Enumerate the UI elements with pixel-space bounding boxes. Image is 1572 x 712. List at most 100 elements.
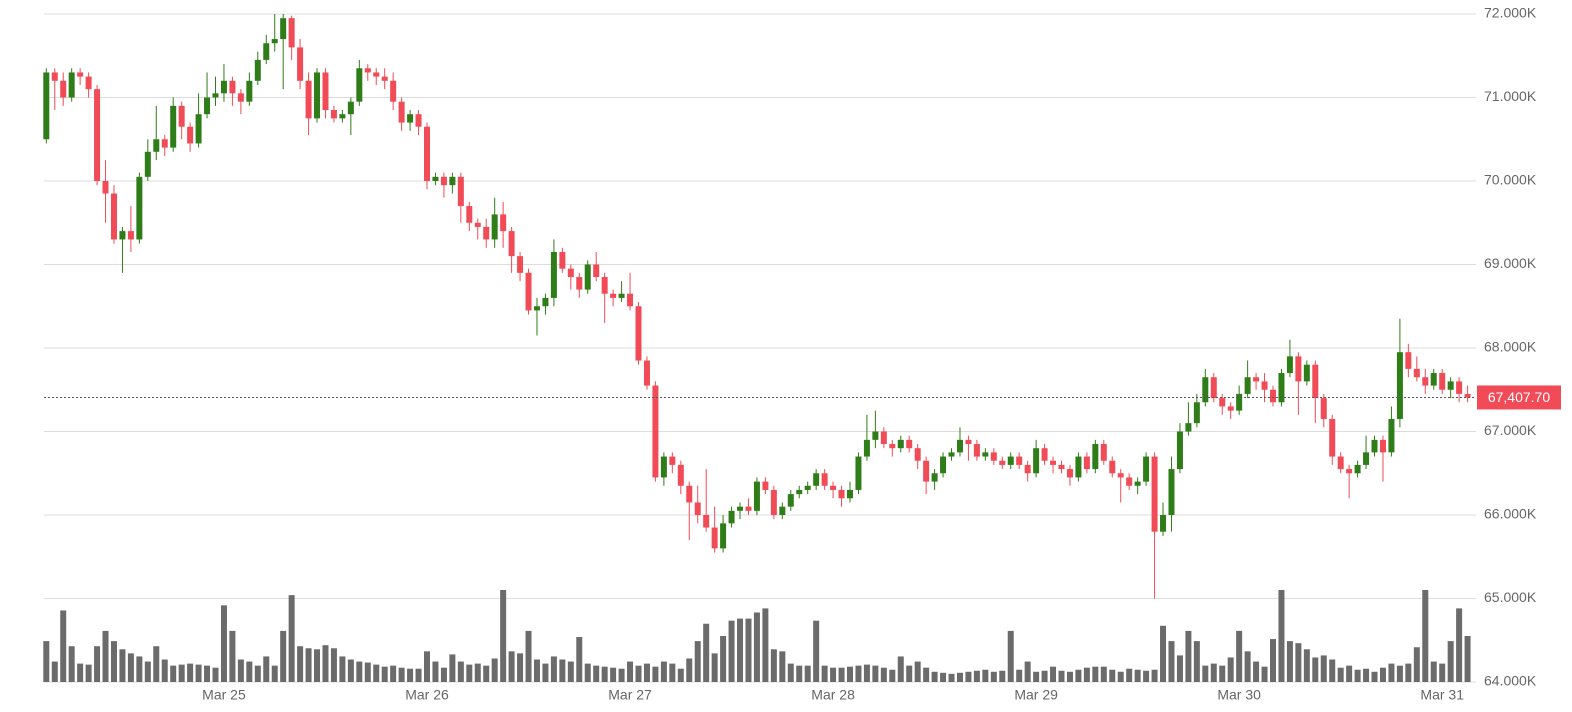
volume-bar [424, 651, 430, 682]
volume-bar [178, 664, 185, 682]
candle-body [60, 80, 67, 98]
candle-body [220, 80, 227, 94]
candle-body [584, 264, 591, 290]
volume-bar [1278, 590, 1285, 682]
volume-bar [1075, 669, 1082, 682]
volume-bar [1312, 657, 1319, 682]
volume-bar [1185, 630, 1192, 682]
volume-bar [694, 641, 701, 682]
candle-body [305, 80, 312, 119]
volume-bar [1363, 668, 1370, 682]
candle-body [1033, 448, 1040, 474]
y-tick-label: 67.000K [1484, 422, 1537, 438]
candle-body [483, 226, 490, 240]
candle-body [652, 385, 659, 478]
volume-bar [762, 608, 769, 682]
candle-body [1379, 439, 1386, 453]
candle-body [102, 181, 109, 194]
volume-bar [136, 656, 143, 682]
candle-body [914, 448, 921, 461]
candle-body [204, 97, 211, 115]
candle-body [1193, 402, 1200, 424]
volume-bar [457, 661, 464, 682]
volume-bar [1447, 641, 1454, 682]
candle-body [1050, 460, 1057, 465]
volume-bar [1176, 655, 1183, 682]
candle-body [212, 93, 219, 98]
volume-bar [263, 656, 270, 682]
volume-bar [931, 671, 938, 682]
candle-body [990, 452, 997, 461]
volume-bar [627, 661, 634, 682]
candle-body [830, 485, 837, 490]
last-price-box [1477, 385, 1561, 410]
volume-bar [940, 672, 947, 682]
candle-body [635, 306, 642, 361]
candle-body [508, 231, 515, 257]
volume-bar [1151, 669, 1158, 682]
candle-body [127, 231, 134, 240]
candle-body [889, 444, 896, 449]
candle-body [720, 523, 727, 549]
candle-body [906, 439, 913, 449]
candle-body [1100, 444, 1107, 461]
candle-body [43, 72, 50, 140]
candle-body [178, 105, 185, 127]
volume-bar [830, 667, 837, 682]
y-tick-label: 64.000K [1484, 673, 1537, 689]
candle-body [897, 439, 904, 449]
candle-body [872, 431, 879, 440]
volume-bar [1083, 667, 1090, 682]
volume-bar [1143, 670, 1150, 682]
candle-body [381, 76, 388, 81]
volume-bar [956, 672, 963, 682]
candle-body [753, 481, 760, 511]
candle-body [170, 105, 177, 148]
candle-body [297, 47, 304, 81]
x-tick-label: Mar 31 [1420, 687, 1464, 703]
volume-bar [1109, 669, 1116, 682]
volume-bar [990, 671, 997, 682]
volume-bar [720, 636, 727, 682]
candle-body [330, 110, 337, 119]
candle-body [677, 464, 684, 486]
candle-body [1058, 464, 1065, 470]
candle-body [1337, 456, 1344, 470]
volume-bar [212, 667, 219, 682]
volume-bar [1058, 670, 1065, 682]
volume-bar [449, 654, 456, 682]
volume-bar [94, 646, 101, 682]
candle-body [796, 489, 803, 495]
candle-body [863, 439, 870, 457]
candle-body [187, 126, 194, 144]
volume-bar [1270, 639, 1276, 682]
volume-bar [914, 661, 921, 682]
volume-bar [153, 646, 160, 682]
volume-bar [550, 656, 557, 682]
candle-body [237, 93, 244, 102]
candle-body [322, 72, 329, 111]
candle-body [728, 510, 735, 524]
volume-bar [246, 661, 253, 682]
volume-bar [559, 659, 566, 682]
volume-bar [1117, 671, 1124, 682]
volume-bar [1100, 666, 1107, 682]
candle-body [491, 214, 498, 240]
candle-body [347, 101, 354, 115]
x-tick-label: Mar 25 [202, 687, 246, 703]
volume-bar [1202, 665, 1209, 682]
volume-bar [855, 665, 862, 682]
candle-body [229, 80, 236, 94]
candle-body [1117, 473, 1124, 478]
candle-body [1092, 444, 1099, 470]
volume-bar [804, 665, 811, 682]
candle-body [271, 39, 278, 44]
candle-body [1303, 364, 1310, 382]
volume-bar [297, 646, 304, 682]
candle-body [1160, 515, 1167, 532]
volume-bar [1388, 663, 1395, 682]
x-tick-label: Mar 26 [405, 687, 449, 703]
candle-body [1024, 464, 1031, 474]
volume-bar [787, 663, 794, 682]
candle-body [1066, 469, 1073, 478]
